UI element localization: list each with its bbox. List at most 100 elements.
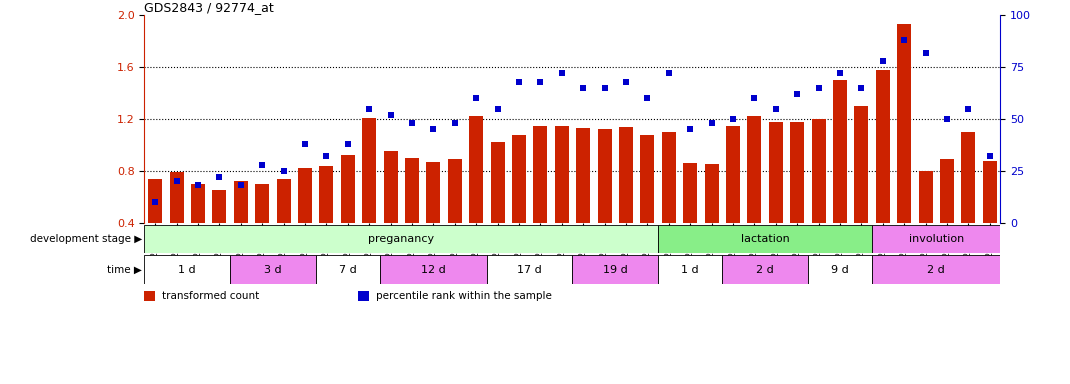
Point xyxy=(789,91,806,97)
Text: 2 d: 2 d xyxy=(928,265,945,275)
Point xyxy=(510,79,528,85)
Bar xyxy=(577,128,591,275)
Bar xyxy=(684,163,698,275)
Bar xyxy=(620,127,633,275)
Bar xyxy=(941,159,954,275)
Bar xyxy=(297,168,312,275)
Text: 2 d: 2 d xyxy=(756,265,774,275)
Bar xyxy=(427,162,441,275)
Bar xyxy=(725,126,740,275)
Bar xyxy=(872,255,1000,284)
Bar xyxy=(722,255,808,284)
Bar xyxy=(448,159,462,275)
Text: preganancy: preganancy xyxy=(368,234,434,244)
Bar xyxy=(316,255,380,284)
Bar xyxy=(658,225,872,253)
Bar xyxy=(854,106,869,275)
Text: involution: involution xyxy=(908,234,964,244)
Point xyxy=(767,106,784,112)
Text: lactation: lactation xyxy=(740,234,790,244)
Text: time ▶: time ▶ xyxy=(107,265,142,275)
Bar xyxy=(470,116,484,275)
Bar xyxy=(705,164,719,275)
Point xyxy=(810,85,827,91)
Bar xyxy=(363,118,377,275)
Point xyxy=(254,162,271,168)
Point xyxy=(532,79,549,85)
Point xyxy=(147,199,164,205)
Bar xyxy=(812,119,826,275)
Point xyxy=(639,95,656,101)
Point xyxy=(896,37,913,43)
Bar xyxy=(487,255,572,284)
Point xyxy=(232,182,249,189)
Text: 7 d: 7 d xyxy=(339,265,356,275)
Bar xyxy=(212,190,227,275)
Point xyxy=(853,85,870,91)
Point xyxy=(553,70,570,76)
Point xyxy=(275,168,292,174)
Bar xyxy=(144,255,230,284)
Point xyxy=(703,120,720,126)
Bar xyxy=(597,129,612,275)
Point xyxy=(596,85,613,91)
Bar xyxy=(875,70,890,275)
Text: 9 d: 9 d xyxy=(831,265,849,275)
Point xyxy=(318,153,335,159)
Bar xyxy=(192,184,205,275)
Bar xyxy=(255,184,270,275)
Bar xyxy=(961,132,976,275)
Text: development stage ▶: development stage ▶ xyxy=(30,234,142,244)
Point xyxy=(874,58,891,64)
Point xyxy=(917,50,934,56)
Bar xyxy=(144,225,658,253)
Point xyxy=(617,79,635,85)
Point xyxy=(189,182,207,189)
Bar xyxy=(982,161,997,275)
Bar xyxy=(341,156,355,275)
Point xyxy=(724,116,742,122)
Text: 12 d: 12 d xyxy=(421,265,446,275)
Text: percentile rank within the sample: percentile rank within the sample xyxy=(376,291,551,301)
Bar xyxy=(748,116,762,275)
Bar xyxy=(918,171,933,275)
Text: 1 d: 1 d xyxy=(682,265,699,275)
Bar xyxy=(534,126,548,275)
Point xyxy=(425,126,442,132)
Bar xyxy=(572,255,658,284)
Point xyxy=(211,174,228,180)
Bar xyxy=(234,181,248,275)
Bar xyxy=(169,172,184,275)
Point xyxy=(960,106,977,112)
Point xyxy=(446,120,463,126)
Point xyxy=(981,153,998,159)
Point xyxy=(361,106,378,112)
Bar xyxy=(513,135,526,275)
Bar xyxy=(490,142,505,275)
Bar xyxy=(769,122,783,275)
Point xyxy=(660,70,677,76)
Point xyxy=(575,85,592,91)
Point xyxy=(489,106,506,112)
Bar xyxy=(790,122,805,275)
Bar xyxy=(897,25,911,275)
Point xyxy=(468,95,485,101)
Point xyxy=(403,120,421,126)
Text: 1 d: 1 d xyxy=(179,265,196,275)
Point xyxy=(296,141,314,147)
Bar xyxy=(319,166,333,275)
Bar xyxy=(384,151,398,275)
Point xyxy=(938,116,956,122)
Bar xyxy=(641,135,655,275)
Point xyxy=(339,141,356,147)
Point xyxy=(682,126,699,132)
Text: GDS2843 / 92774_at: GDS2843 / 92774_at xyxy=(144,1,274,14)
Point xyxy=(746,95,763,101)
Text: 17 d: 17 d xyxy=(517,265,542,275)
Text: 19 d: 19 d xyxy=(602,265,628,275)
Bar xyxy=(380,255,487,284)
Text: 3 d: 3 d xyxy=(264,265,281,275)
Bar xyxy=(661,132,676,275)
Bar xyxy=(658,255,722,284)
Bar xyxy=(808,255,872,284)
